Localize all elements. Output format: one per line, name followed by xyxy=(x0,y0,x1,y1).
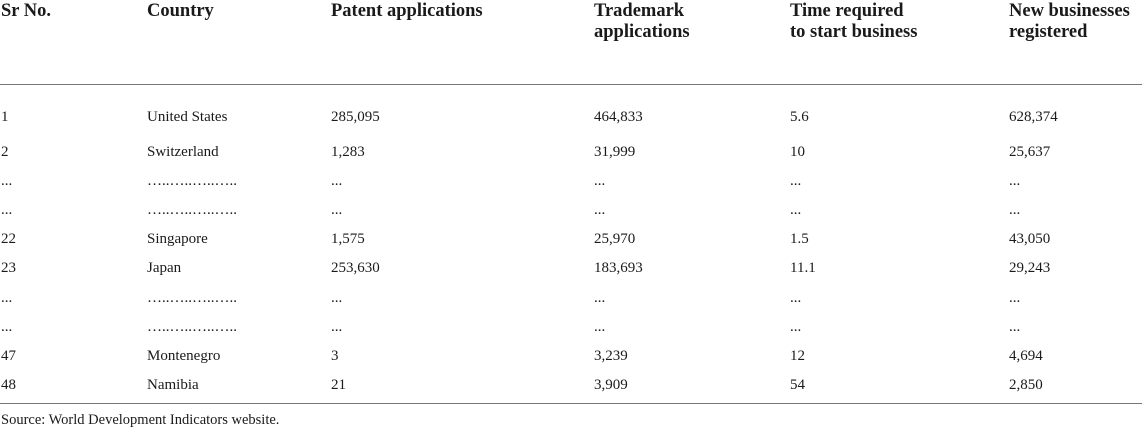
cell-trademark: 25,970 xyxy=(594,231,636,248)
table-row: 47 Montenegro 3 3,239 12 4,694 xyxy=(0,342,1142,371)
cell-time: 12 xyxy=(790,347,805,364)
source-note: Source: World Development Indicators web… xyxy=(1,412,280,428)
table-row: 23 Japan 253,630 183,693 11.1 29,243 xyxy=(0,254,1142,283)
cell-new-businesses: ... xyxy=(1009,172,1021,189)
cell-country: …..…..…..….. xyxy=(147,318,237,335)
table-row: 2 Switzerland 1,283 31,999 10 25,637 xyxy=(0,138,1142,167)
cell-sr-no: ... xyxy=(1,172,13,189)
table-row: ... …..…..…..….. ... ... ... ... xyxy=(0,196,1142,225)
cell-sr-no: ... xyxy=(1,289,13,306)
cell-country: United States xyxy=(147,108,228,125)
cell-country: Singapore xyxy=(147,231,208,248)
table-body: 1 United States 285,095 464,833 5.6 628,… xyxy=(0,84,1142,404)
cell-country: …..…..…..….. xyxy=(147,201,237,218)
cell-new-businesses: 43,050 xyxy=(1009,231,1051,248)
cell-sr-no: 2 xyxy=(1,143,9,160)
cell-new-businesses: ... xyxy=(1009,289,1021,306)
cell-trademark: 3,239 xyxy=(594,347,628,364)
table-row: ... …..…..…..….. ... ... ... ... xyxy=(0,167,1142,196)
cell-time: 54 xyxy=(790,377,805,394)
cell-time: ... xyxy=(790,201,802,218)
data-table: Sr No. Country Patent applications Trade… xyxy=(0,0,1142,404)
cell-time: ... xyxy=(790,172,802,189)
header-new-businesses: New businesses registered xyxy=(1009,1,1130,42)
cell-patent: 3 xyxy=(331,347,339,364)
cell-trademark: ... xyxy=(594,201,606,218)
cell-country: …..…..…..….. xyxy=(147,289,237,306)
cell-sr-no: ... xyxy=(1,201,13,218)
cell-patent: ... xyxy=(331,172,343,189)
cell-time: 11.1 xyxy=(790,260,816,277)
cell-country: Namibia xyxy=(147,377,199,394)
cell-country: Montenegro xyxy=(147,347,221,364)
table-row: 22 Singapore 1,575 25,970 1.5 43,050 xyxy=(0,225,1142,254)
cell-patent: ... xyxy=(331,201,343,218)
cell-time: 10 xyxy=(790,143,805,160)
cell-country: Switzerland xyxy=(147,143,219,160)
cell-time: 5.6 xyxy=(790,108,809,125)
cell-patent: ... xyxy=(331,318,343,335)
cell-time: 1.5 xyxy=(790,231,809,248)
cell-trademark: 31,999 xyxy=(594,143,636,160)
cell-sr-no: 22 xyxy=(1,231,16,248)
header-time-to-start-business: Time required to start business xyxy=(790,1,918,42)
cell-trademark: ... xyxy=(594,172,606,189)
cell-patent: ... xyxy=(331,289,343,306)
cell-trademark: 3,909 xyxy=(594,377,628,394)
table-row: 1 United States 285,095 464,833 5.6 628,… xyxy=(0,84,1142,138)
cell-time: ... xyxy=(790,289,802,306)
cell-patent: 253,630 xyxy=(331,260,380,277)
cell-new-businesses: 4,694 xyxy=(1009,347,1043,364)
cell-country: …..…..…..….. xyxy=(147,172,237,189)
cell-new-businesses: 2,850 xyxy=(1009,377,1043,394)
table-header: Sr No. Country Patent applications Trade… xyxy=(0,0,1142,84)
cell-new-businesses: ... xyxy=(1009,318,1021,335)
table-row: ... …..…..…..….. ... ... ... ... xyxy=(0,313,1142,342)
cell-patent: 21 xyxy=(331,377,346,394)
header-sr-no: Sr No. xyxy=(1,1,52,21)
cell-trademark: ... xyxy=(594,289,606,306)
cell-sr-no: 23 xyxy=(1,260,16,277)
cell-trademark: 464,833 xyxy=(594,108,643,125)
cell-country: Japan xyxy=(147,260,182,277)
cell-patent: 285,095 xyxy=(331,108,380,125)
header-patent-applications: Patent applications xyxy=(331,1,483,21)
cell-new-businesses: 628,374 xyxy=(1009,108,1058,125)
table-row: 48 Namibia 21 3,909 54 2,850 xyxy=(0,371,1142,404)
cell-time: ... xyxy=(790,318,802,335)
header-trademark-applications: Trademark applications xyxy=(594,1,690,42)
cell-trademark: 183,693 xyxy=(594,260,643,277)
cell-new-businesses: 25,637 xyxy=(1009,143,1051,160)
header-country: Country xyxy=(147,1,214,21)
cell-sr-no: ... xyxy=(1,318,13,335)
cell-sr-no: 47 xyxy=(1,347,16,364)
cell-new-businesses: ... xyxy=(1009,201,1021,218)
header-row: Sr No. Country Patent applications Trade… xyxy=(0,0,1142,84)
cell-patent: 1,575 xyxy=(331,231,365,248)
cell-trademark: ... xyxy=(594,318,606,335)
cell-new-businesses: 29,243 xyxy=(1009,260,1051,277)
cell-sr-no: 1 xyxy=(1,108,9,125)
cell-patent: 1,283 xyxy=(331,143,365,160)
table-row: ... …..…..…..….. ... ... ... ... xyxy=(0,283,1142,312)
cell-sr-no: 48 xyxy=(1,377,16,394)
